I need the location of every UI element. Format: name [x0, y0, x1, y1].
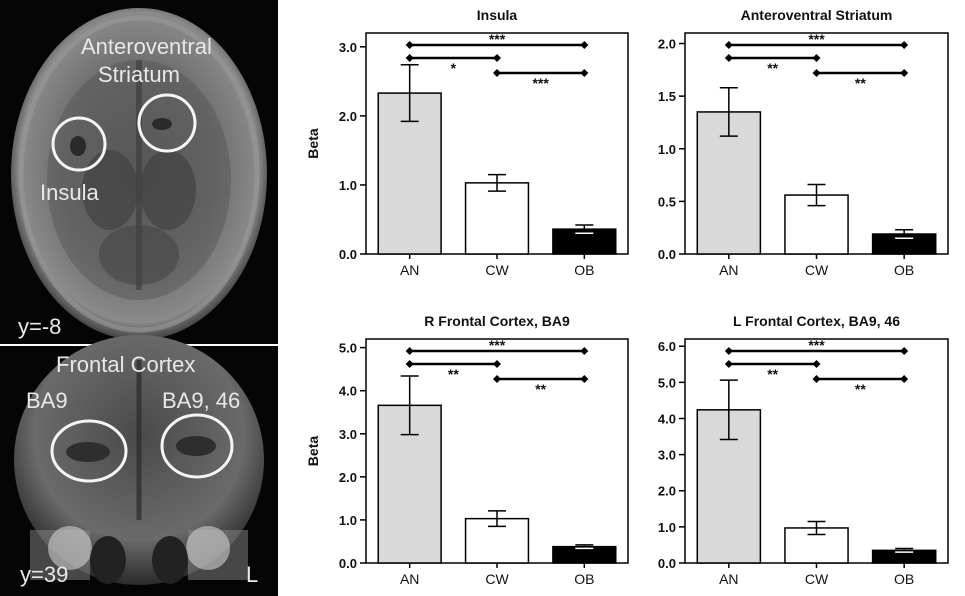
significance-label: ***	[489, 31, 506, 47]
insula-roi-circle	[51, 116, 107, 172]
chart-4: L Frontal Cortex, BA9, 46 0.0 1.0 2.0 3.0 4.0…	[658, 313, 949, 587]
significance-marker	[405, 41, 414, 49]
x-tick-label: OB	[574, 262, 594, 278]
significance-marker	[493, 54, 501, 62]
ba9-46-roi-circle	[160, 413, 234, 479]
x-tick-label: OB	[894, 571, 914, 587]
striatum-label: Striatum	[98, 62, 180, 87]
side-label: L	[246, 562, 258, 587]
significance-label: ***	[808, 337, 825, 353]
y-tick-label: 2.0	[339, 109, 357, 124]
bar-ob	[552, 228, 617, 255]
bar-cw	[464, 182, 530, 255]
frontal-cortex-label: Frontal Cortex	[56, 352, 195, 377]
significance-label: ***	[532, 75, 549, 91]
significance-marker	[580, 41, 589, 49]
significance-label: ***	[489, 337, 506, 353]
insula-label: Insula	[40, 180, 99, 205]
x-tick-label: CW	[805, 571, 829, 587]
chart-title: Insula	[477, 7, 518, 23]
y-tick-label: 2.0	[658, 484, 676, 499]
y-tick-label: 0.0	[339, 556, 357, 571]
significance-marker	[580, 347, 589, 355]
significance-label: **	[855, 381, 866, 397]
y-tick-label: 2.0	[339, 470, 357, 485]
y-tick-label: 1.0	[658, 142, 676, 157]
striatum-roi-circle	[137, 93, 197, 153]
significance-marker	[812, 54, 821, 62]
coronal-slice-label: y=39	[20, 562, 68, 587]
significance-label: **	[535, 381, 546, 397]
significance-marker	[724, 41, 733, 49]
chart-title: Anteroventral Striatum	[741, 7, 893, 23]
significance-marker	[812, 360, 821, 368]
x-tick-label: AN	[719, 571, 738, 587]
y-tick-label: 5.0	[658, 375, 676, 390]
y-tick-label: 1.0	[339, 178, 357, 193]
y-tick-label: 0.5	[658, 194, 676, 209]
significance-marker	[812, 375, 821, 383]
significance-marker	[724, 360, 733, 368]
y-tick-label: 3.0	[339, 427, 357, 442]
chart-title: R Frontal Cortex, BA9	[424, 313, 570, 329]
y-tick-label: 0.0	[658, 556, 676, 571]
significance-marker	[405, 360, 414, 368]
significance-marker	[900, 69, 909, 77]
chart-title: L Frontal Cortex, BA9, 46	[733, 313, 900, 329]
significance-label: *	[451, 60, 457, 76]
x-tick-label: OB	[894, 262, 914, 278]
ba9-46-label: BA9, 46	[162, 388, 240, 413]
coronal-brain-image: Frontal Cortex BA9 BA9, 46 y=39 L	[0, 335, 278, 596]
y-tick-label: 1.0	[658, 520, 676, 535]
brain-images-panel: Anteroventral Striatum Insula y=-8 Front…	[0, 0, 278, 596]
significance-marker	[493, 360, 501, 368]
significance-marker	[812, 69, 821, 77]
significance-marker	[493, 69, 501, 77]
significance-label: **	[767, 366, 778, 382]
y-tick-label: 1.0	[339, 513, 357, 528]
y-axis-label: Beta	[305, 436, 321, 467]
significance-marker	[724, 347, 733, 355]
significance-label: ***	[808, 31, 825, 47]
significance-marker	[900, 347, 909, 355]
y-tick-label: 6.0	[658, 339, 676, 354]
y-tick-label: 5.0	[339, 341, 357, 356]
chart-2: Anteroventral Striatum 0.0 0.5 1.0 1.5 2.0 AN C…	[658, 7, 949, 278]
ba9-roi-circle	[50, 419, 128, 483]
significance-marker	[493, 375, 501, 383]
significance-label: **	[855, 75, 866, 91]
y-tick-label: 4.0	[658, 411, 676, 426]
y-axis-label: Beta	[305, 128, 321, 159]
significance-marker	[900, 41, 909, 49]
significance-marker	[580, 375, 589, 383]
significance-label: **	[448, 366, 459, 382]
y-tick-label: 1.5	[658, 89, 676, 104]
ba9-label: BA9	[26, 388, 68, 413]
significance-marker	[405, 54, 414, 62]
x-tick-label: CW	[485, 571, 509, 587]
y-tick-label: 3.0	[339, 40, 357, 55]
axial-brain-image: Anteroventral Striatum Insula y=-8	[0, 0, 278, 344]
x-tick-label: CW	[805, 262, 829, 278]
anteroventral-label: Anteroventral	[81, 34, 212, 59]
axial-slice-label: y=-8	[18, 314, 61, 339]
x-tick-label: CW	[485, 262, 509, 278]
y-tick-label: 0.0	[339, 247, 357, 262]
chart-3: R Frontal Cortex, BA9 0.0 1.0 2.0 3.0 4.0 5.0 B…	[305, 313, 629, 587]
y-tick-label: 4.0	[339, 384, 357, 399]
significance-marker	[724, 54, 733, 62]
significance-marker	[580, 69, 589, 77]
y-tick-label: 2.0	[658, 37, 676, 52]
significance-marker	[405, 347, 414, 355]
y-tick-label: 3.0	[658, 448, 676, 463]
x-tick-label: AN	[719, 262, 738, 278]
x-tick-label: AN	[400, 571, 419, 587]
x-tick-label: AN	[400, 262, 419, 278]
x-tick-label: OB	[574, 571, 594, 587]
y-tick-label: 0.0	[658, 247, 676, 262]
significance-label: **	[767, 60, 778, 76]
significance-marker	[900, 375, 909, 383]
